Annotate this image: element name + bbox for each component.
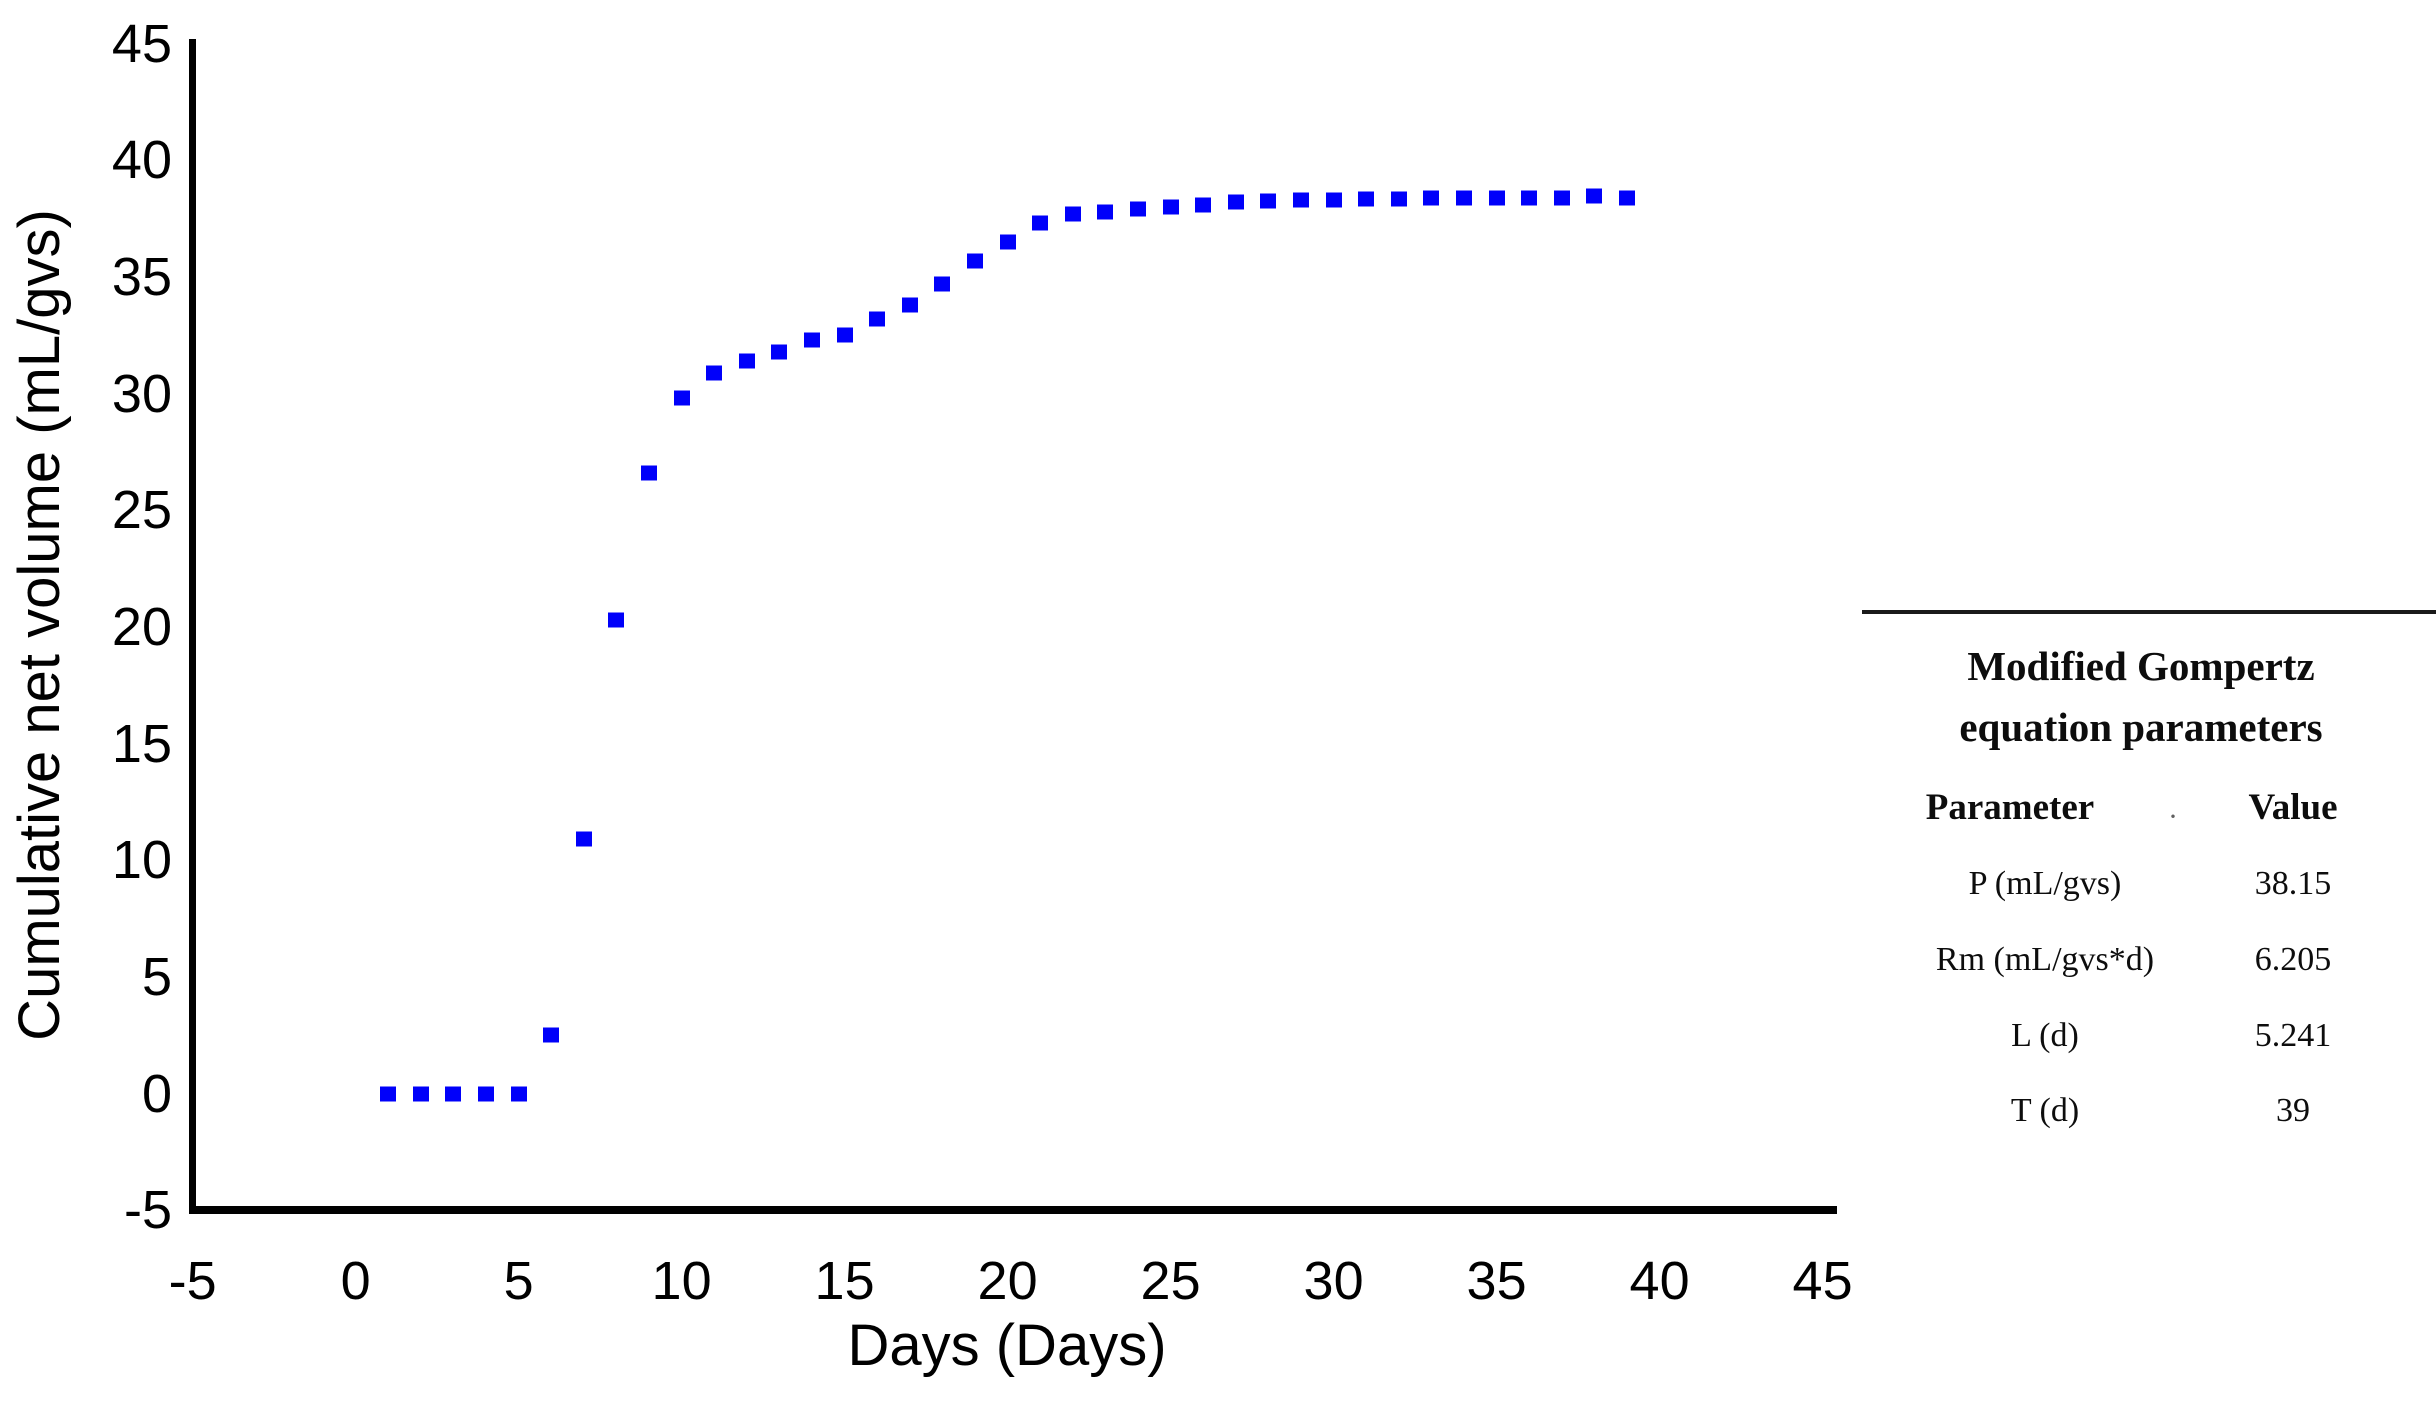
x-tick-label: 15 (814, 1251, 875, 1311)
data-point (836, 327, 853, 343)
x-axis-title: Days (Days) (847, 1313, 1167, 1378)
data-point (1032, 215, 1049, 231)
data-point (543, 1027, 560, 1043)
data-point (575, 831, 592, 847)
table-title: Modified Gompertz equation parameters (1862, 636, 2420, 758)
data-point (478, 1086, 494, 1102)
scatter-chart: 45 40 35 30 25 20 15 10 5 0 -5 -5 0 5 10 15 20 25 30 35 40 4… (7, 13, 1853, 1378)
value-cell-P: 38.15 (2254, 865, 2332, 902)
y-tick-label: 35 (111, 246, 172, 307)
y-axis-line (189, 39, 196, 1214)
data-point (1586, 188, 1603, 204)
y-tick-label: -5 (123, 1180, 172, 1241)
data-point (934, 276, 951, 292)
param-cell-Rm: Rm (mL/gvs*d) (1935, 941, 2155, 978)
y-tick-label: 30 (111, 363, 172, 424)
table-title-line2: equation parameters (1959, 704, 2323, 750)
data-point (771, 344, 788, 360)
y-tick-label: 20 (111, 596, 172, 657)
x-tick-label: 10 (651, 1251, 712, 1311)
y-tick-label: 10 (111, 830, 172, 891)
x-tick-label: 40 (1629, 1251, 1690, 1311)
value-cell-Rm: 6.205 (2254, 941, 2332, 978)
data-point (445, 1086, 462, 1102)
table-top-rule (1862, 610, 2436, 614)
data-point (510, 1086, 527, 1102)
data-point (901, 297, 918, 313)
x-tick-label: 0 (340, 1251, 371, 1311)
value-cell-L: 5.241 (2254, 1017, 2332, 1054)
data-point (1293, 192, 1309, 208)
column-header-parameter: Parameter (1925, 787, 2095, 828)
data-point (1325, 192, 1342, 208)
param-cell-P: P (mL/gvs) (1968, 865, 2122, 902)
data-point (380, 1086, 397, 1102)
data-point (706, 365, 723, 381)
table-title-line1: Modified Gompertz (1967, 643, 2315, 689)
gompertz-parameters-table: Modified Gompertz equation parameters Pa… (1862, 0, 2436, 1417)
data-point (412, 1086, 429, 1102)
y-tick-label: 45 (111, 13, 172, 74)
y-tick-label: 5 (141, 946, 172, 1007)
data-point (1260, 193, 1277, 209)
data-point (1553, 190, 1570, 206)
data-point (1195, 197, 1212, 213)
x-tick-label: 35 (1466, 1251, 1527, 1311)
value-cell-T: 39 (2276, 1092, 2310, 1129)
x-tick-label: 5 (503, 1251, 534, 1311)
data-point (1521, 190, 1538, 206)
data-point (738, 353, 755, 369)
data-point (1358, 191, 1375, 207)
data-point (1390, 191, 1407, 207)
data-point (641, 465, 657, 481)
data-point (1227, 194, 1244, 210)
data-point (999, 234, 1016, 250)
data-point (1456, 190, 1472, 206)
data-point (608, 612, 625, 628)
data-point (804, 332, 820, 348)
data-point (1619, 190, 1635, 206)
x-tick-label: 20 (977, 1251, 1038, 1311)
data-point (673, 390, 690, 406)
data-point (1423, 190, 1440, 206)
y-tick-label: 0 (141, 1063, 172, 1124)
data-point (967, 253, 983, 269)
x-tick-label: -5 (168, 1251, 217, 1311)
data-point (869, 311, 886, 327)
y-tick-label: 25 (111, 480, 172, 541)
x-axis-line (189, 1206, 1837, 1214)
data-point (1488, 190, 1505, 206)
x-tick-label: 45 (1792, 1251, 1853, 1311)
data-point (1097, 204, 1114, 220)
param-cell-L: L (d) (2011, 1017, 2079, 1054)
column-header-value: Value (2248, 787, 2338, 828)
x-tick-label: 30 (1303, 1251, 1364, 1311)
data-point (1064, 206, 1081, 222)
y-tick-label: 15 (111, 713, 172, 774)
data-point (1162, 199, 1179, 215)
header-separator-dot: · (2168, 800, 2178, 833)
y-tick-label: 40 (111, 130, 172, 191)
x-tick-label: 25 (1140, 1251, 1201, 1311)
y-axis-title: Cumulative net volume (mL/gvs) (7, 209, 72, 1041)
param-cell-T: T (d) (2010, 1092, 2080, 1129)
data-point (1130, 201, 1146, 217)
